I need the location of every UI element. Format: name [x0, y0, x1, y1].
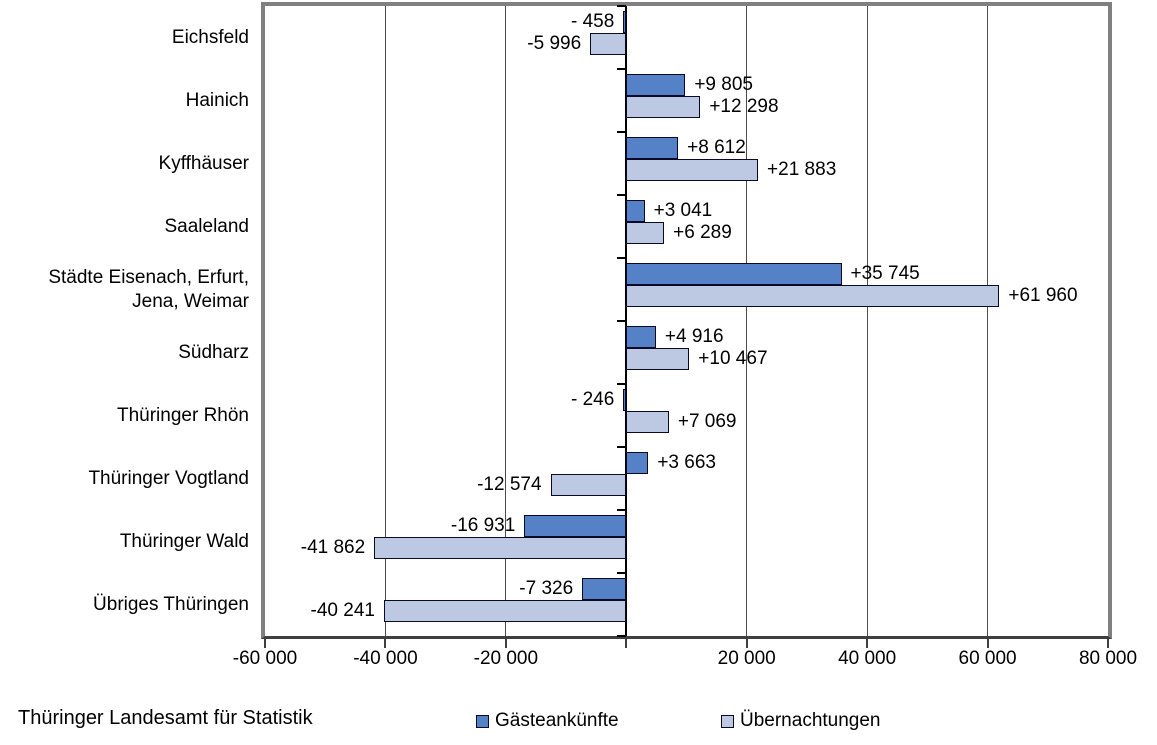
bar-uebernachtungen [626, 96, 701, 118]
category-tick [617, 572, 627, 574]
legend-label-uebernachtungen: Übernachtungen [740, 710, 881, 731]
axis-tick-label: 40 000 [838, 648, 897, 669]
bar-gaesteankuenfte [626, 74, 686, 96]
axis-tick [1107, 639, 1109, 648]
gridline [987, 6, 989, 636]
bar-uebernachtungen [383, 600, 627, 622]
data-label: +3 663 [657, 452, 716, 473]
bar-gaesteankuenfte [626, 452, 649, 474]
data-label: - 246 [570, 389, 615, 410]
gridline [384, 6, 386, 636]
axis-tick-label: 60 000 [958, 648, 1017, 669]
axis-tick [384, 639, 387, 648]
axis-tick [504, 639, 507, 648]
axis-tick-label: -40 000 [353, 648, 418, 669]
axis-tick [866, 639, 869, 648]
category-label: Thüringer Wald [119, 530, 249, 552]
legend-label-gaesteankuenfte: Gästeankünfte [495, 710, 619, 731]
data-label: +8 612 [687, 137, 746, 158]
data-label: - 458 [570, 11, 615, 32]
bar-uebernachtungen [626, 222, 665, 244]
zero-axis-line [625, 6, 628, 636]
category-label: Saaleland [164, 215, 249, 237]
category-tick [617, 68, 627, 70]
bar-uebernachtungen [626, 159, 759, 181]
axis-tick [264, 639, 266, 648]
bar-gaesteankuenfte [582, 578, 627, 600]
axis-tick-label: 20 000 [717, 648, 776, 669]
bar-uebernachtungen [590, 33, 627, 55]
plot-area: - 458 -5 996 +9 805 +12 298 +8 612 +21 883 +3 … [261, 2, 1112, 639]
bar-uebernachtungen [626, 285, 1000, 307]
category-label: Thüringer Vogtland [88, 467, 249, 489]
bar-gaesteankuenfte [524, 515, 627, 537]
category-label: Südharz [178, 341, 249, 363]
legend-swatch-uebernachtungen-icon [721, 714, 734, 728]
gridline [746, 6, 748, 636]
axis-tick-label: -20 000 [473, 648, 539, 669]
category-tick [617, 131, 627, 133]
data-label: +61 960 [1008, 285, 1078, 306]
data-label: +7 069 [677, 411, 737, 432]
legend-item-gaesteankuenfte: Gästeankünfte [476, 709, 619, 733]
category-tick [617, 320, 627, 322]
bar-gaesteankuenfte [623, 11, 627, 33]
bar-gaesteankuenfte [626, 326, 656, 348]
axis-tick [986, 639, 989, 648]
axis-tick [625, 639, 628, 648]
category-tick [617, 635, 627, 637]
category-tick [617, 194, 627, 196]
data-label: -40 241 [310, 600, 375, 621]
category-label: Kyffhäuser [158, 152, 249, 174]
bar-uebernachtungen [550, 474, 627, 496]
axis-tick-label: 80 000 [1078, 648, 1138, 669]
data-label: -16 931 [450, 515, 516, 536]
data-label: +35 745 [850, 263, 920, 284]
data-label: +12 298 [709, 96, 779, 117]
bar-uebernachtungen [626, 411, 669, 433]
legend-swatch-gaesteankuenfte-icon [476, 714, 489, 728]
data-label: -12 574 [477, 474, 542, 495]
gridline [866, 6, 868, 636]
bar-uebernachtungen [626, 348, 690, 370]
data-label: +6 289 [673, 222, 732, 243]
category-tick [617, 509, 627, 511]
category-label: Hainich [185, 89, 249, 111]
data-label: +21 883 [767, 159, 837, 180]
bar-gaesteankuenfte [623, 389, 627, 411]
bar-uebernachtungen [374, 537, 627, 559]
data-label: +4 916 [664, 326, 724, 347]
data-label: -5 996 [527, 33, 582, 54]
axis-tick [745, 639, 748, 648]
bar-gaesteankuenfte [626, 263, 842, 285]
bar-gaesteankuenfte [626, 137, 679, 159]
gridline [505, 6, 507, 636]
category-tick [617, 5, 627, 7]
source-text: Thüringer Landesamt für Statistik [18, 707, 313, 729]
data-label: -41 862 [300, 537, 366, 558]
bar-gaesteankuenfte [626, 200, 645, 222]
category-tick [617, 446, 627, 448]
category-label: Thüringer Rhön [116, 404, 249, 426]
data-label: +3 041 [653, 200, 713, 221]
data-label: -7 326 [519, 578, 574, 599]
legend-item-uebernachtungen: Übernachtungen [721, 709, 881, 733]
data-label: +10 467 [698, 348, 768, 369]
category-tick [617, 383, 627, 385]
category-label: Städte Eisenach, Erfurt, Jena, Weimar [48, 266, 249, 312]
axis-tick-label: -60 000 [232, 648, 298, 669]
category-label: Übriges Thüringen [93, 593, 249, 615]
category-label: Eichsfeld [171, 26, 249, 48]
category-tick [617, 257, 627, 259]
data-label: +9 805 [694, 74, 753, 95]
